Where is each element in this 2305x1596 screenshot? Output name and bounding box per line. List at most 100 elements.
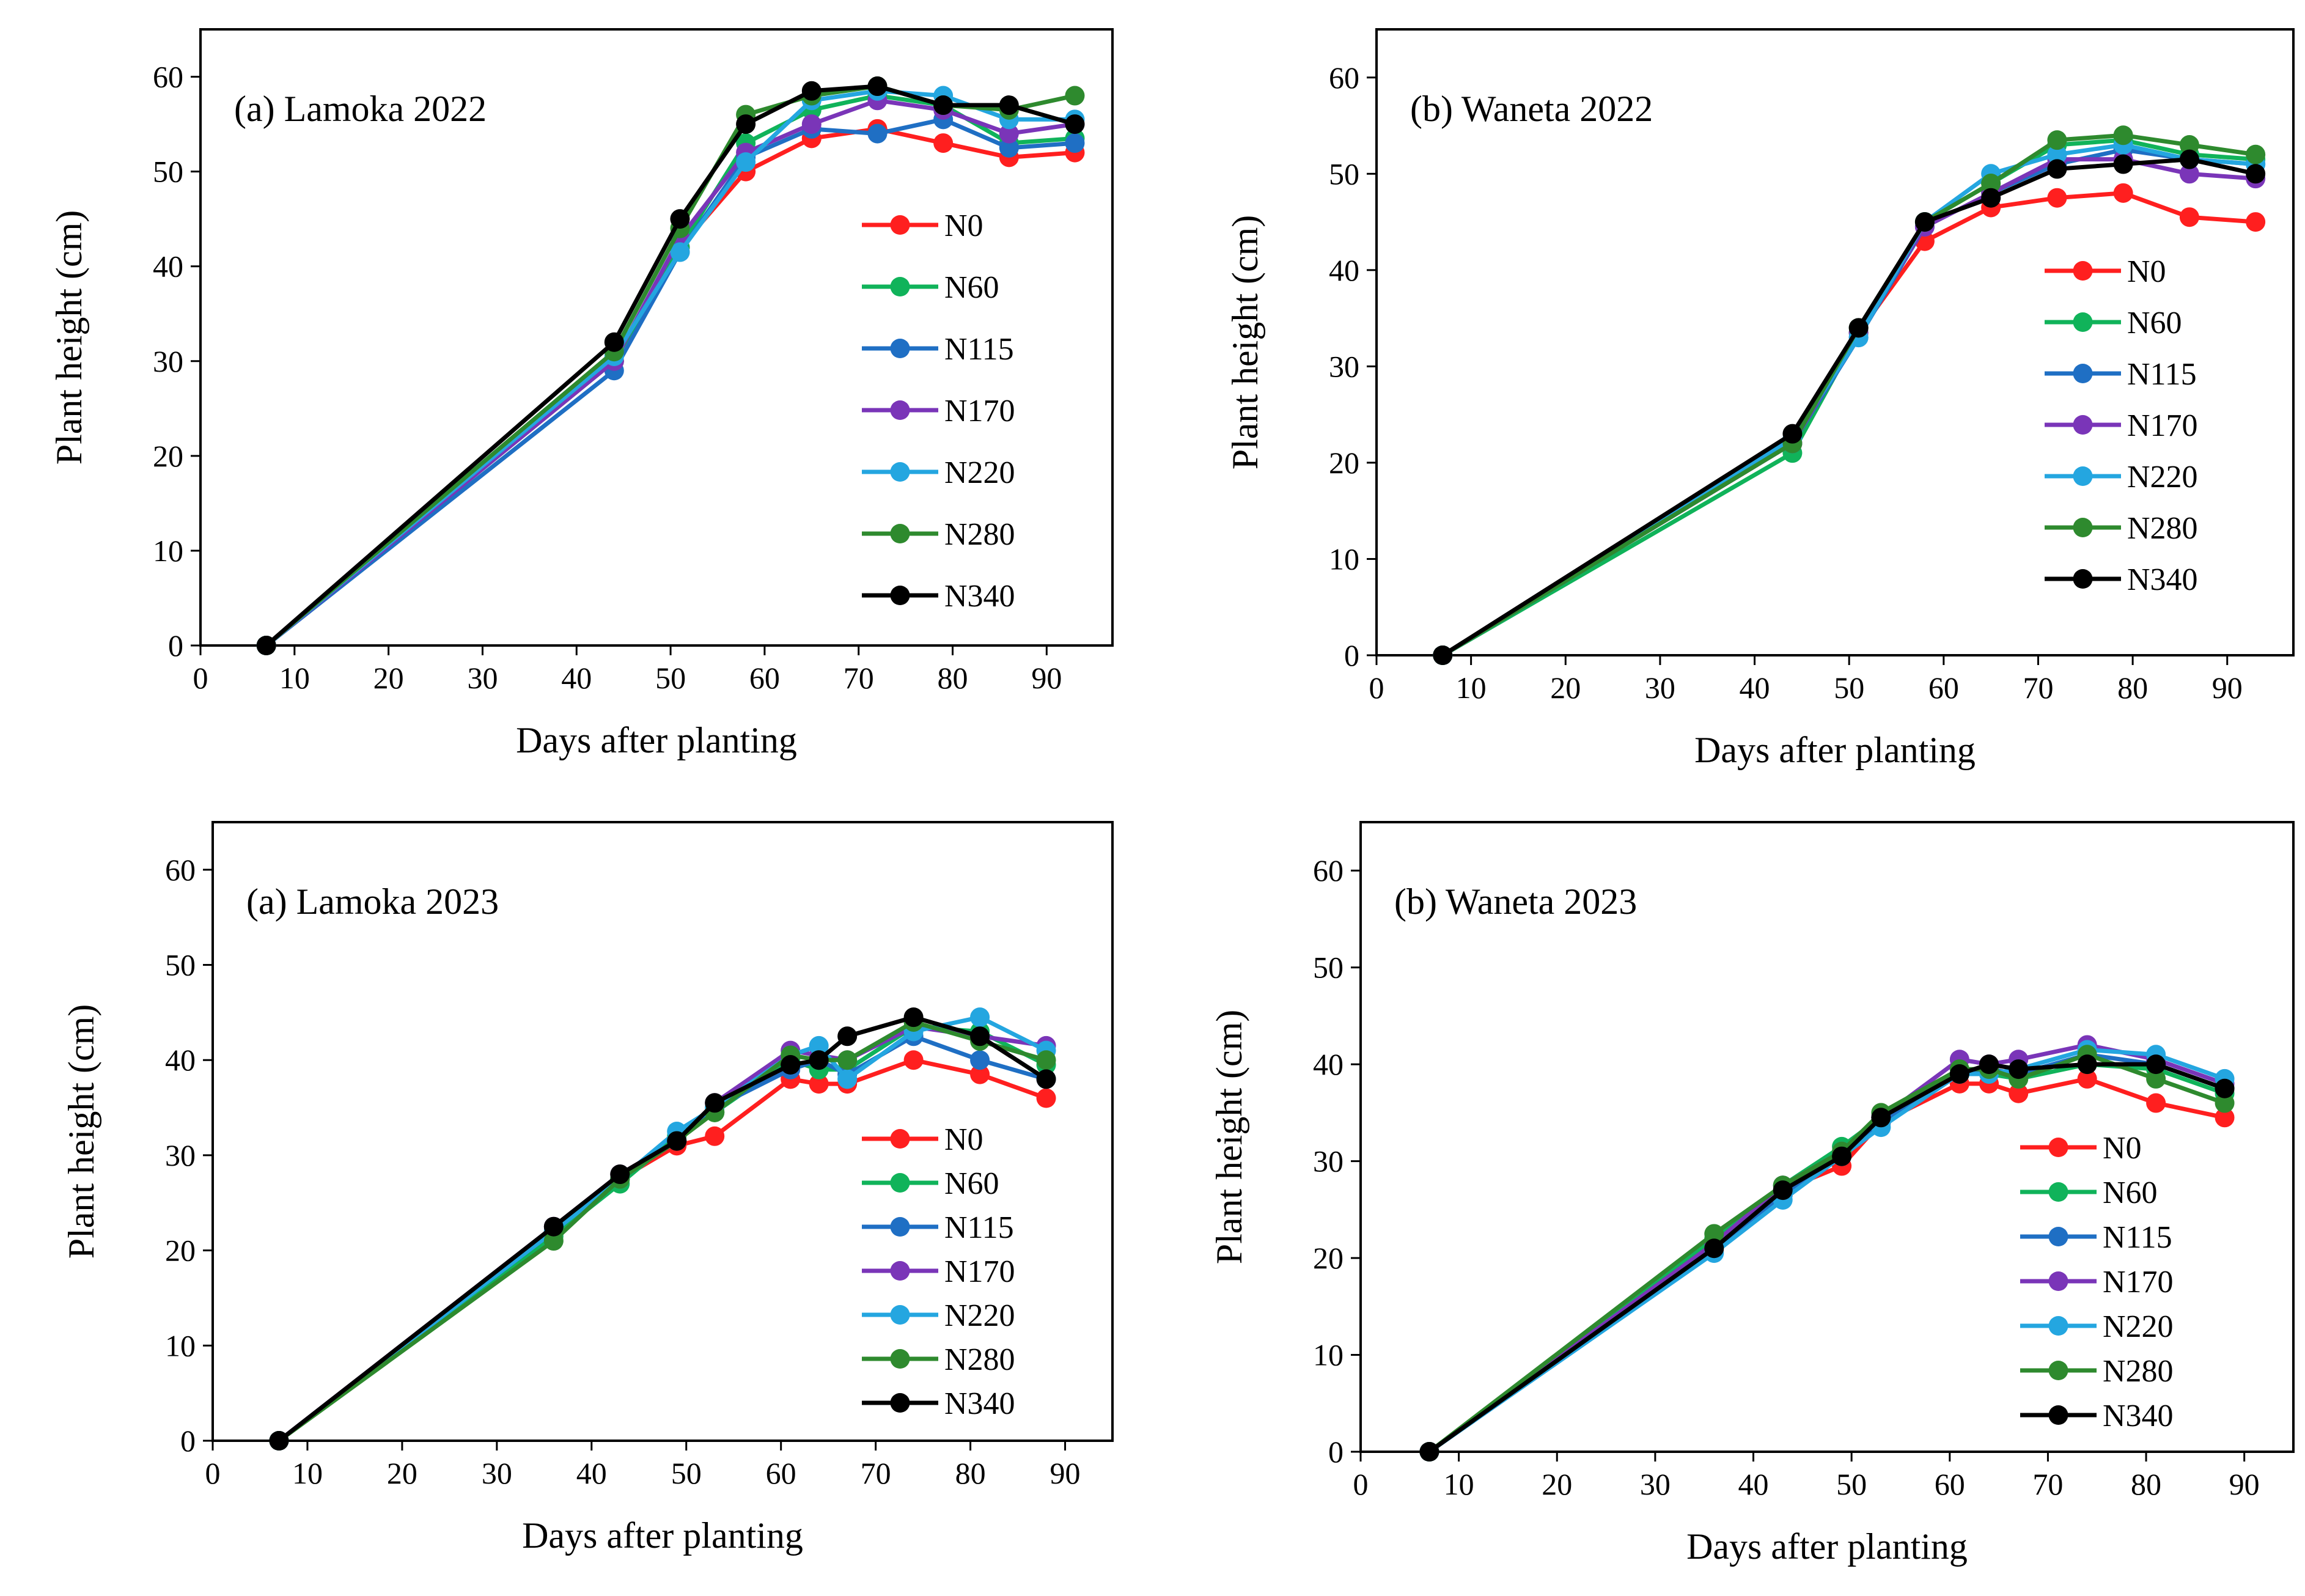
series-N60 (256, 86, 1085, 655)
x-tick-label: 40 (561, 661, 592, 695)
data-point (1065, 114, 1085, 134)
legend-label-N170: N170 (2103, 1265, 2174, 1300)
y-tick-label: 60 (165, 853, 196, 887)
data-point (1782, 424, 1803, 444)
legend: N0 N60 N115 N170 N220 N280 N340 (2045, 254, 2198, 597)
legend-label-N115: N115 (2127, 357, 2197, 392)
data-point (903, 1007, 924, 1028)
y-tick-label: 60 (1329, 61, 1359, 95)
x-tick-label: 0 (193, 661, 208, 695)
y-axis-label: Plant height (cm) (61, 1004, 101, 1259)
y-tick-label: 30 (1313, 1144, 1344, 1179)
x-tick-label: 30 (467, 661, 498, 695)
x-tick-label: 70 (2023, 671, 2053, 705)
data-point (933, 95, 954, 116)
series-line (265, 94, 1075, 647)
plot-frame (211, 821, 1114, 1442)
y-tick-label: 30 (165, 1138, 196, 1172)
legend-marker-N115 (890, 1217, 910, 1237)
x-tick-label: 90 (1031, 661, 1062, 695)
series-line (1428, 1062, 2226, 1454)
x-tick-label: 0 (1353, 1467, 1369, 1501)
data-point (1065, 86, 1085, 106)
x-axis-label: Days after planting (1686, 1526, 1968, 1567)
legend-marker-N220 (890, 462, 910, 482)
x-tick-label: 80 (955, 1456, 986, 1490)
data-point (1036, 1088, 1056, 1108)
data-point (867, 123, 888, 144)
data-point (256, 636, 276, 655)
legend-marker-N170 (2048, 1271, 2068, 1291)
series-line (278, 1057, 1047, 1443)
data-point (837, 1026, 858, 1046)
chart-panel-4: 0 10 20 30 40 50 60 70 80 90 0 10 20 30 40 50 60 Days aft… (1209, 821, 2295, 1567)
x-tick-label: 20 (1550, 671, 1581, 705)
x-tick-label: 70 (861, 1456, 891, 1490)
legend-marker-N170 (890, 400, 910, 420)
data-point (2113, 125, 2133, 145)
series-line (278, 1015, 1048, 1443)
y-tick-label: 40 (1313, 1047, 1344, 1081)
y-tick-label: 60 (153, 60, 183, 94)
x-tick-label: 10 (292, 1456, 323, 1490)
data-point (2246, 164, 2266, 184)
x-tick-label: 50 (655, 661, 686, 695)
legend-marker-N340 (2073, 569, 2093, 589)
legend-marker-N220 (890, 1305, 910, 1325)
panel-title: (b) Waneta 2022 (1410, 89, 1653, 129)
x-tick-label: 40 (1740, 671, 1770, 705)
legend: N0 N60 N115 N170 N220 N280 N340 (862, 1122, 1015, 1421)
data-point (1773, 1180, 1793, 1201)
series-line (278, 1020, 1047, 1443)
x-tick-label: 50 (1836, 1467, 1867, 1501)
data-point (667, 1131, 687, 1151)
data-point (269, 1431, 289, 1451)
legend-label-N280: N280 (944, 1342, 1015, 1377)
series-N280 (269, 1012, 1056, 1451)
data-point (2215, 1078, 2235, 1098)
x-tick-label: 40 (1738, 1467, 1769, 1501)
data-point (2179, 149, 2199, 169)
data-point (999, 123, 1019, 144)
legend-marker-N115 (2048, 1227, 2068, 1246)
data-point (1419, 1442, 1439, 1462)
x-tick-label: 40 (576, 1456, 607, 1490)
series-line (1428, 1062, 2226, 1454)
x-tick-label: 70 (844, 661, 874, 695)
data-point (610, 1164, 630, 1185)
x-tick-label: 90 (1050, 1456, 1081, 1490)
x-tick-label: 0 (205, 1456, 221, 1490)
y-tick-label: 20 (1329, 446, 1359, 480)
y-tick-label: 10 (1329, 542, 1359, 576)
data-point (1832, 1146, 1852, 1166)
data-point (970, 1007, 990, 1028)
data-point (801, 114, 822, 134)
y-tick-label: 20 (153, 439, 183, 473)
series-N0 (269, 1050, 1056, 1451)
legend-marker-N280 (2073, 518, 2093, 537)
x-tick-label: 20 (1542, 1467, 1572, 1501)
panel-title: (a) Lamoka 2023 (246, 881, 499, 922)
data-point (1036, 1050, 1056, 1070)
data-point (543, 1231, 564, 1251)
data-point (2215, 1093, 2235, 1113)
legend-label-N340: N340 (2127, 562, 2198, 597)
series-N220 (269, 1007, 1056, 1451)
data-point (1981, 188, 2001, 208)
legend-label-N340: N340 (944, 1386, 1015, 1421)
data-point (837, 1050, 858, 1070)
legend-marker-N0 (890, 1129, 910, 1149)
data-point (543, 1216, 564, 1237)
y-axis-label: Plant height (cm) (49, 210, 89, 465)
plot-frame (1375, 28, 2295, 656)
series-N340 (1433, 149, 2266, 665)
plot-frame (199, 28, 1114, 647)
legend-label-N340: N340 (2103, 1399, 2174, 1433)
data-point (2047, 188, 2067, 208)
legend-marker-N340 (890, 586, 910, 605)
legend-marker-N170 (890, 1261, 910, 1281)
legend-marker-N115 (2073, 364, 2093, 383)
series-N340 (1419, 1054, 2235, 1462)
x-axis-label: Days after planting (516, 720, 797, 760)
